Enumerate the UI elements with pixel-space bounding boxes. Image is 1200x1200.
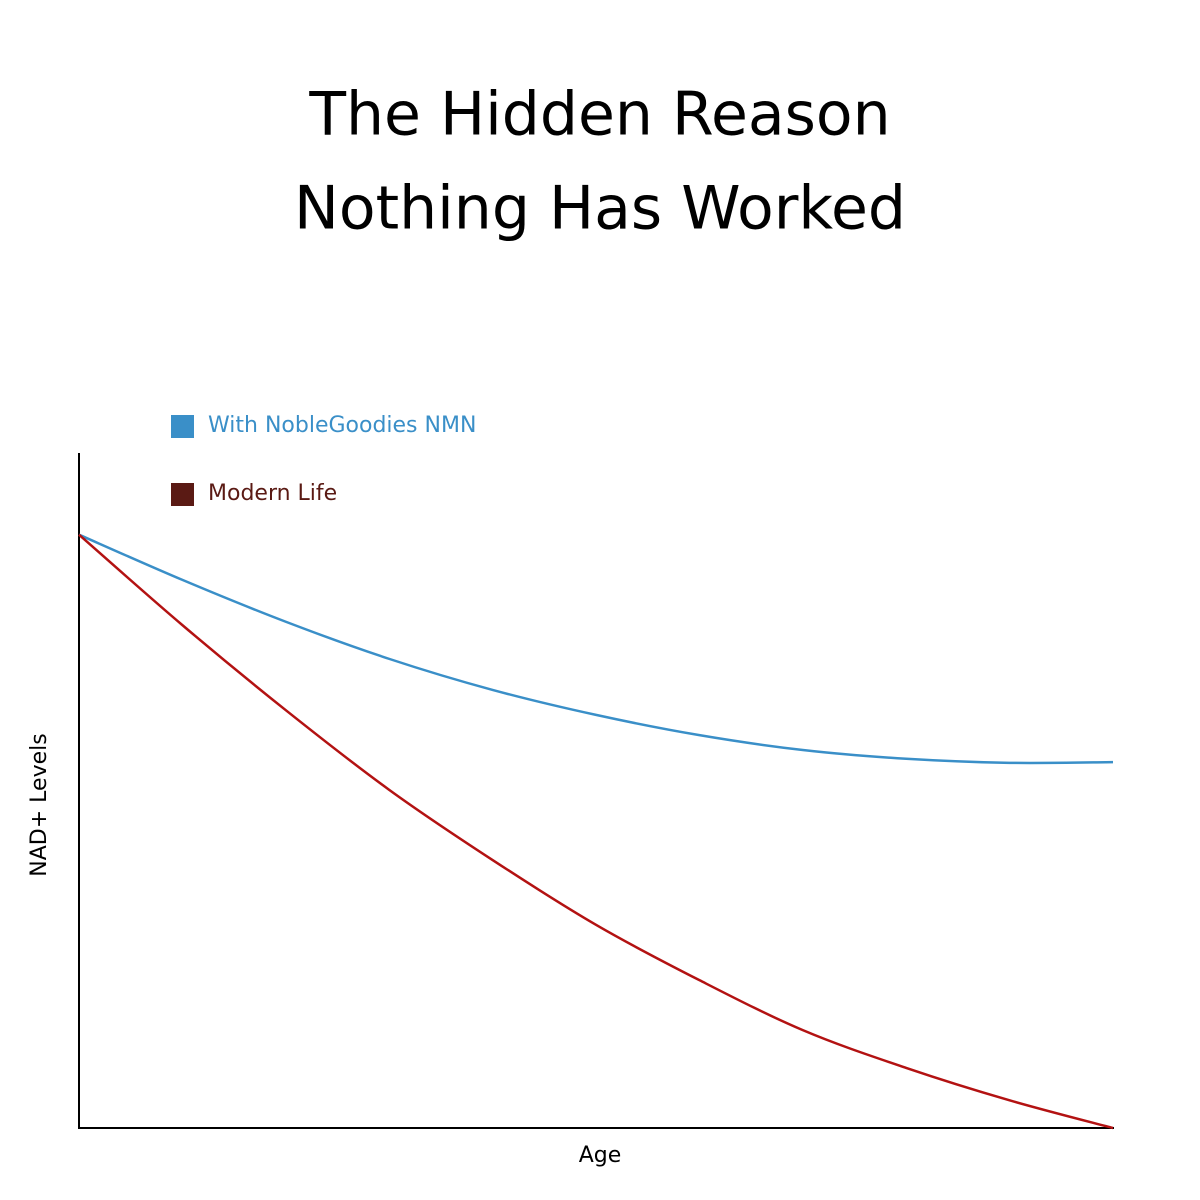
line-series: [78, 533, 1114, 765]
line-series: [78, 533, 1114, 1130]
legend-swatch: [171, 483, 194, 506]
legend-label: Modern Life: [208, 481, 337, 506]
chart-title: Nothing Has Worked: [294, 174, 906, 244]
chart-title: The Hidden Reason: [308, 80, 890, 150]
legend-label: With NobleGoodies NMN: [208, 413, 476, 438]
legend-swatch: [171, 415, 194, 438]
x-axis-title: Age: [579, 1143, 622, 1168]
y-axis-title: NAD+ Levels: [27, 733, 52, 876]
